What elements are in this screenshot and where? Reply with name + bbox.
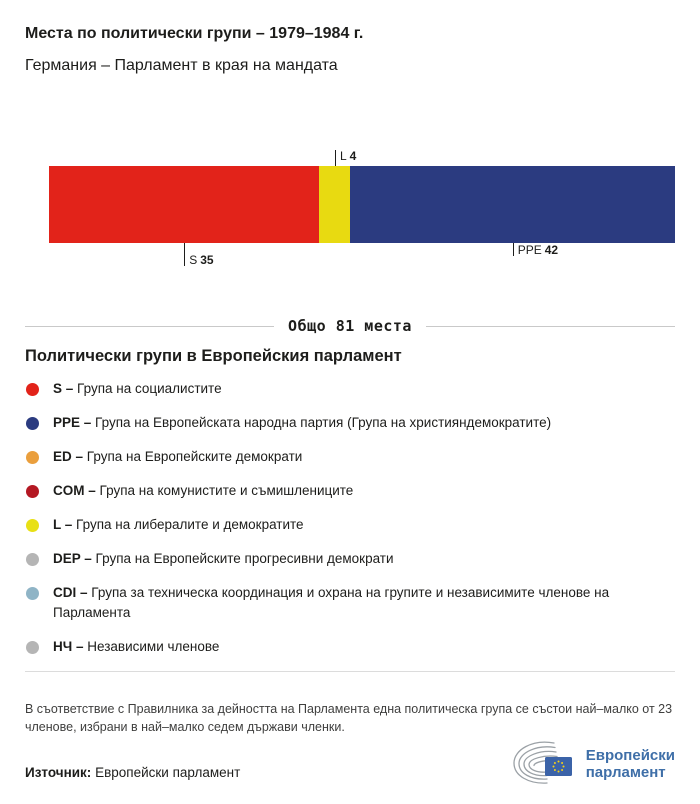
legend-item-com: COM – Група на комунистите и съмишленици… bbox=[25, 481, 675, 501]
page-subtitle: Германия – Парламент в края на мандата bbox=[25, 57, 338, 75]
ep-hemicycle-icon bbox=[513, 741, 572, 784]
group-color-dot bbox=[26, 383, 39, 397]
group-code: S – bbox=[53, 381, 74, 397]
group-label: Група за техническа координация и охрана… bbox=[53, 585, 610, 621]
legend-item-cdi: CDI – Група за техническа координация и … bbox=[25, 583, 675, 623]
group-color-dot bbox=[26, 451, 39, 465]
ep-logo-line1: Европейски bbox=[585, 747, 675, 764]
legend-item-ppe: PPE – Група на Европейската народна парт… bbox=[25, 413, 675, 433]
ep-logo-text: Европейски парламент bbox=[586, 747, 675, 781]
group-color-dot bbox=[26, 485, 39, 499]
group-color-dot bbox=[26, 417, 39, 431]
eu-flag bbox=[544, 757, 572, 776]
group-color-dot bbox=[26, 553, 39, 567]
divider-line-right bbox=[425, 325, 675, 327]
bar-label-ppe: PPE 42 bbox=[512, 243, 558, 257]
group-color-dot bbox=[26, 587, 39, 601]
group-label: Група на Европейските демократи bbox=[86, 449, 303, 465]
source-value: Европейски парламент bbox=[95, 765, 241, 780]
ep-logo-line2: парламент bbox=[585, 764, 666, 781]
seats-chart: S 35 L 4 PPE 42 bbox=[49, 140, 675, 273]
group-label: Група на либералите и демократите bbox=[76, 517, 304, 533]
group-label: Група на Европейските прогресивни демокр… bbox=[95, 551, 394, 567]
group-label: Независими членове bbox=[87, 639, 220, 655]
page-title: Места по политически групи – 1979–1984 г… bbox=[25, 25, 364, 42]
legend-list: S – Група на социалистите PPE – Група на… bbox=[25, 379, 675, 657]
source-label: Източник: bbox=[25, 765, 92, 780]
footnote-divider bbox=[25, 671, 675, 673]
legend-item-s: S – Група на социалистите bbox=[25, 379, 675, 399]
divider-line-left bbox=[25, 325, 275, 327]
group-code: CDI – bbox=[53, 585, 88, 601]
group-code: ED – bbox=[53, 449, 84, 465]
total-seats-label: Общо 81 места bbox=[288, 317, 412, 336]
bar-segment-s[interactable] bbox=[49, 166, 320, 244]
bar-segment-ppe[interactable] bbox=[350, 166, 675, 244]
legend-item-ed: ED – Група на Европейските демократи bbox=[25, 447, 675, 467]
source-line: Източник: Европейски парламент bbox=[25, 765, 240, 780]
group-color-dot bbox=[26, 519, 39, 533]
legend-heading: Политически групи в Европейския парламен… bbox=[25, 347, 402, 366]
group-code: L – bbox=[53, 517, 73, 533]
group-color-dot bbox=[26, 641, 39, 655]
group-label: Група на Европейската народна партия (Гр… bbox=[95, 415, 552, 431]
legend-item-l: L – Група на либералите и демократите bbox=[25, 515, 675, 535]
group-code: COM – bbox=[53, 483, 96, 499]
legend-item-ni: НЧ – Независими членове bbox=[25, 637, 675, 657]
total-seats-row: Общо 81 места bbox=[25, 317, 675, 335]
legend-item-dep: DEP – Група на Европейските прогресивни … bbox=[25, 549, 675, 569]
footer-row: Източник: Европейски парламент bbox=[25, 738, 675, 790]
group-label: Група на социалистите bbox=[77, 381, 222, 397]
bar-label-s: S 35 bbox=[184, 243, 214, 267]
bar-segment-l[interactable] bbox=[319, 166, 351, 244]
footnote-text: В съответствие с Правилника за дейността… bbox=[25, 702, 673, 735]
group-label: Група на комунистите и съмишлениците bbox=[99, 483, 354, 499]
group-code: DEP – bbox=[53, 551, 92, 567]
stacked-bar bbox=[49, 166, 675, 244]
ep-logo[interactable]: Европейски парламент bbox=[508, 738, 675, 790]
group-code: PPE – bbox=[53, 415, 92, 431]
group-code: НЧ – bbox=[53, 639, 84, 655]
